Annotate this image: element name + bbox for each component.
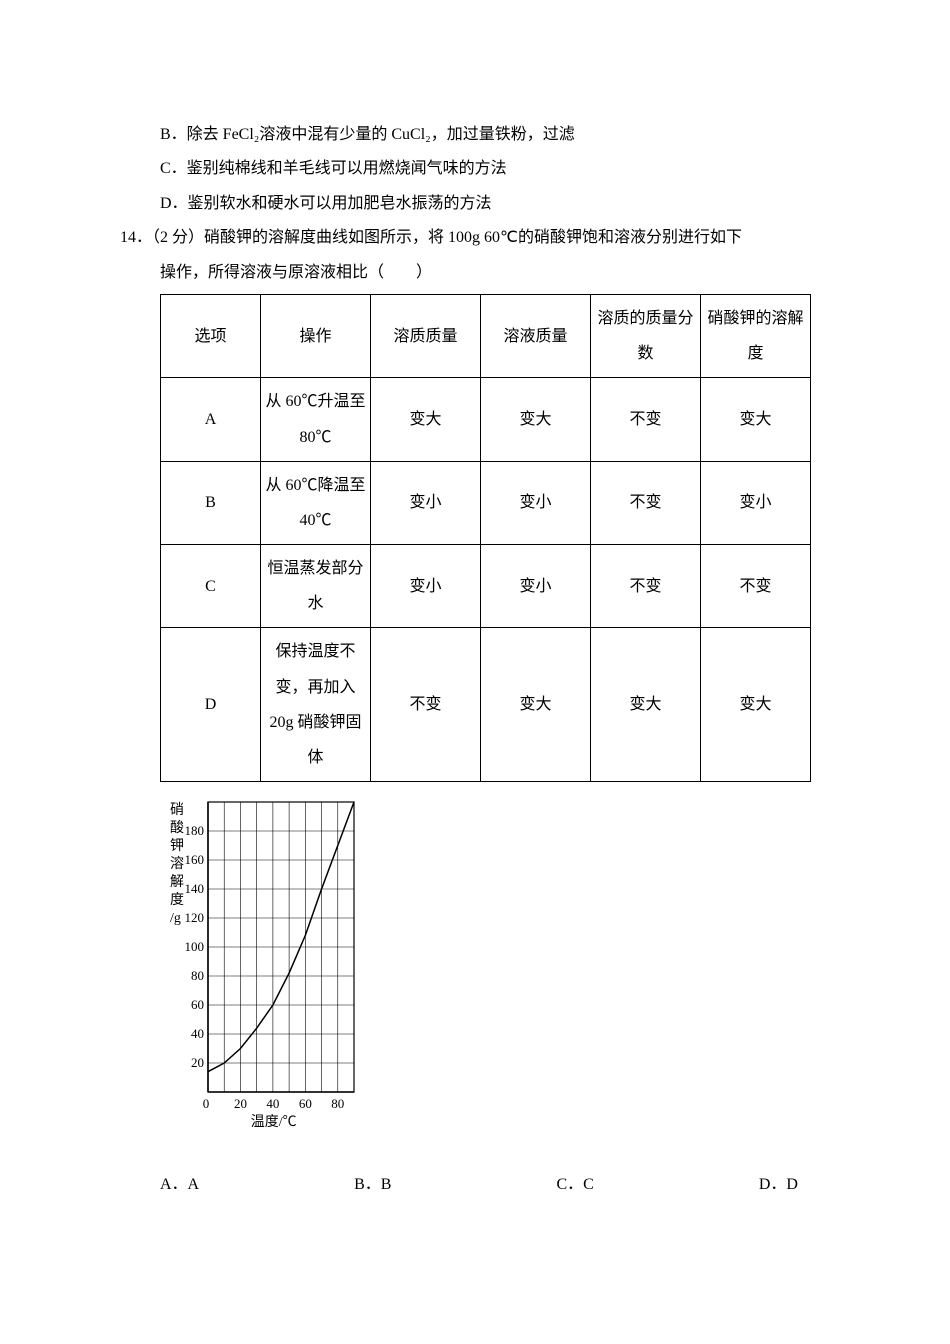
table-row: A从 60℃升温至 80℃变大变大不变变大 xyxy=(161,378,811,461)
answer-option: B．B xyxy=(354,1170,391,1200)
svg-text:60: 60 xyxy=(191,997,204,1012)
prev-option-d: D．鉴别软水和硬水可以用加肥皂水振荡的方法 xyxy=(80,189,870,219)
table-cell: 变大 xyxy=(591,628,701,782)
table-header-cell: 硝酸钾的溶解度 xyxy=(701,294,811,377)
table-cell: 从 60℃降温至 40℃ xyxy=(261,461,371,544)
q14-stem-line1: 14．（2 分）硝酸钾的溶解度曲线如图所示，将 100g 60℃的硝酸钾饱和溶液… xyxy=(120,223,870,253)
table-cell: 恒温蒸发部分水 xyxy=(261,545,371,628)
prev-option-c: C．鉴别纯棉线和羊毛线可以用燃烧闻气味的方法 xyxy=(80,154,870,184)
q14-number: 14． xyxy=(120,229,152,246)
q14-stem-line2: 操作，所得溶液与原溶液相比（ ） xyxy=(80,258,870,288)
svg-text:120: 120 xyxy=(185,910,205,925)
q14-table: 选项操作溶质质量溶液质量溶质的质量分数硝酸钾的溶解度A从 60℃升温至 80℃变… xyxy=(160,294,811,782)
table-cell: 不变 xyxy=(371,628,481,782)
svg-text:20: 20 xyxy=(234,1096,247,1111)
table-cell: 变大 xyxy=(701,378,811,461)
table-header-cell: 溶液质量 xyxy=(481,294,591,377)
table-cell: 变小 xyxy=(371,545,481,628)
table-header-cell: 选项 xyxy=(161,294,261,377)
table-row: B从 60℃降温至 40℃变小变小不变变小 xyxy=(161,461,811,544)
solubility-chart-svg: 20 40 60 80 100 120 140 160 180 0 20 40 60 80 硝酸钾溶解度/g… xyxy=(160,792,360,1142)
table-cell: 变大 xyxy=(481,378,591,461)
table-cell: 变大 xyxy=(481,628,591,782)
svg-text:40: 40 xyxy=(191,1026,204,1041)
table-cell: C xyxy=(161,545,261,628)
prev-option-b: B．除去 FeCl₂溶液中混有少量的 CuCl₂，加过量铁粉，过滤 xyxy=(80,120,870,150)
table-header-cell: 溶质质量 xyxy=(371,294,481,377)
table-cell: 变小 xyxy=(701,461,811,544)
svg-text:60: 60 xyxy=(299,1096,312,1111)
answer-option: C．C xyxy=(556,1170,593,1200)
svg-text:40: 40 xyxy=(266,1096,279,1111)
table-cell: D xyxy=(161,628,261,782)
svg-text:160: 160 xyxy=(185,852,205,867)
table-cell: 不变 xyxy=(701,545,811,628)
table-cell: 变大 xyxy=(371,378,481,461)
svg-text:80: 80 xyxy=(191,968,204,983)
answer-option: A．A xyxy=(160,1170,199,1200)
q14-stem-a: 硝酸钾的溶解度曲线如图所示，将 100g 60℃的硝酸钾饱和溶液分别进行如下 xyxy=(204,229,742,246)
answer-option: D．D xyxy=(759,1170,798,1200)
svg-text:硝: 硝 xyxy=(170,802,184,818)
svg-text:度: 度 xyxy=(170,892,184,908)
table-cell: 变小 xyxy=(371,461,481,544)
table-cell: 保持温度不变，再加入 20g 硝酸钾固体 xyxy=(261,628,371,782)
table-cell: 不变 xyxy=(591,461,701,544)
svg-text:180: 180 xyxy=(185,823,205,838)
svg-text:0: 0 xyxy=(203,1096,210,1111)
svg-text:140: 140 xyxy=(185,881,205,896)
svg-text:80: 80 xyxy=(331,1096,344,1111)
svg-text:温度/℃: 温度/℃ xyxy=(251,1114,297,1130)
svg-text:酸: 酸 xyxy=(170,820,184,836)
q14-points: （2 分） xyxy=(152,229,204,246)
table-cell: 变大 xyxy=(701,628,811,782)
table-cell: 从 60℃升温至 80℃ xyxy=(261,378,371,461)
solubility-chart: 20 40 60 80 100 120 140 160 180 0 20 40 60 80 硝酸钾溶解度/g… xyxy=(160,792,870,1153)
svg-text:100: 100 xyxy=(185,939,205,954)
table-cell: 变小 xyxy=(481,461,591,544)
svg-text:溶: 溶 xyxy=(170,856,184,872)
table-row: C恒温蒸发部分水变小变小不变不变 xyxy=(161,545,811,628)
table-cell: B xyxy=(161,461,261,544)
svg-text:20: 20 xyxy=(191,1055,204,1070)
table-cell: 不变 xyxy=(591,378,701,461)
table-row: D保持温度不变，再加入 20g 硝酸钾固体不变变大变大变大 xyxy=(161,628,811,782)
table-cell: 不变 xyxy=(591,545,701,628)
table-cell: A xyxy=(161,378,261,461)
table-header-cell: 操作 xyxy=(261,294,371,377)
svg-text:/g: /g xyxy=(170,911,181,926)
table-header-cell: 溶质的质量分数 xyxy=(591,294,701,377)
svg-text:解: 解 xyxy=(170,874,184,890)
table-cell: 变小 xyxy=(481,545,591,628)
q14-answer-row: A．A B．B C．C D．D xyxy=(80,1170,870,1200)
svg-text:钾: 钾 xyxy=(170,838,184,854)
